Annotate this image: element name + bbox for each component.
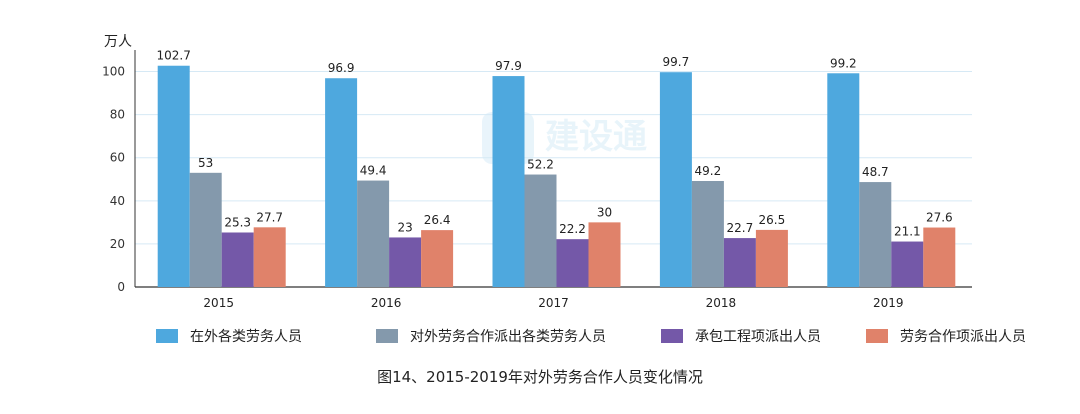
- bar: [755, 229, 788, 287]
- x-tick-label: 2016: [371, 296, 402, 310]
- bar-value-label: 25.3: [224, 215, 251, 229]
- bar-value-label: 49.4: [360, 164, 387, 178]
- y-tick-label: 60: [110, 151, 125, 165]
- bar: [588, 222, 621, 287]
- bar: [859, 182, 892, 287]
- x-tick-label: 2015: [203, 296, 234, 310]
- bar: [524, 174, 557, 287]
- bar: [891, 241, 924, 287]
- bar-value-label: 99.2: [830, 56, 857, 70]
- figure-caption: 图14、2015-2019年对外劳务合作人员变化情况: [377, 368, 703, 386]
- legend-label: 对外劳务合作派出各类劳务人员: [410, 329, 606, 345]
- x-tick-label: 2019: [873, 296, 904, 310]
- bar: [723, 238, 756, 287]
- bar: [357, 180, 390, 287]
- x-tick-label: 2018: [706, 296, 737, 310]
- legend-swatch: [156, 329, 178, 343]
- bar: [221, 232, 254, 287]
- bar: [253, 227, 286, 287]
- legend-swatch: [866, 329, 888, 343]
- y-tick-label: 20: [110, 237, 125, 251]
- y-axis-label: 万人: [104, 34, 132, 50]
- bar-value-label: 26.4: [424, 213, 451, 227]
- bar: [923, 227, 956, 287]
- bar-value-label: 48.7: [862, 165, 889, 179]
- bar: [659, 72, 692, 287]
- y-tick-label: 0: [117, 280, 125, 294]
- bar: [691, 180, 724, 287]
- y-tick-label: 40: [110, 194, 125, 208]
- bar-value-label: 22.7: [727, 221, 754, 235]
- legend-label: 在外各类劳务人员: [190, 329, 302, 345]
- bar-value-label: 26.5: [759, 213, 786, 227]
- x-tick-label: 2017: [538, 296, 569, 310]
- legend-label: 承包工程项派出人员: [695, 329, 821, 345]
- bar-value-label: 49.2: [695, 164, 722, 178]
- svg-text:建设通: 建设通: [545, 117, 647, 157]
- bar: [556, 239, 589, 287]
- bar-value-label: 53: [198, 156, 213, 170]
- bar-value-label: 52.2: [527, 158, 554, 172]
- bar-value-label: 102.7: [157, 49, 191, 63]
- bar-value-label: 99.7: [663, 55, 690, 69]
- bar-value-label: 22.2: [559, 222, 586, 236]
- bar: [492, 76, 525, 287]
- bar-value-label: 97.9: [495, 59, 522, 73]
- bar: [389, 237, 422, 287]
- bar-value-label: 96.9: [328, 61, 355, 75]
- y-tick-label: 100: [102, 65, 125, 79]
- bar: [189, 172, 222, 287]
- legend-swatch: [376, 329, 398, 343]
- legend-swatch: [661, 329, 683, 343]
- y-tick-label: 80: [110, 108, 125, 122]
- bar: [827, 73, 860, 287]
- legend-label: 劳务合作项派出人员: [900, 329, 1026, 345]
- bar: [325, 78, 358, 287]
- bar-value-label: 21.1: [894, 225, 921, 239]
- bar: [157, 65, 190, 287]
- bar-value-label: 23: [397, 220, 412, 234]
- bar: [421, 230, 454, 287]
- bar-value-label: 27.6: [926, 211, 953, 225]
- bar-value-label: 30: [597, 205, 612, 219]
- bar-value-label: 27.7: [256, 210, 283, 224]
